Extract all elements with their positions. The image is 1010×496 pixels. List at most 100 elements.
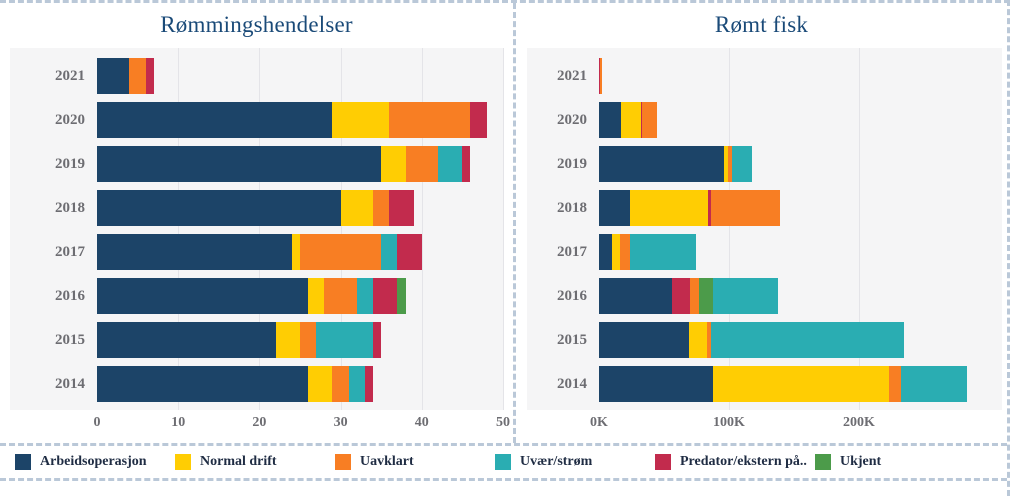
- bar-segment-normal_drift[interactable]: [723, 146, 728, 182]
- bar-segment-arbeidsoperasjon[interactable]: [599, 190, 631, 226]
- bar-segment-normal_drift[interactable]: [291, 234, 300, 270]
- bar-segment-uvaer_strom[interactable]: [710, 322, 905, 358]
- bar-segment-arbeidsoperasjon[interactable]: [599, 234, 612, 270]
- bar-segment-normal_drift[interactable]: [621, 102, 641, 138]
- legend-item-predator[interactable]: Predator/ekstern på..: [655, 454, 815, 470]
- bar-track: [599, 58, 1002, 94]
- bar-segment-uavklart[interactable]: [641, 102, 658, 138]
- legend-item-normal_drift[interactable]: Normal drift: [175, 454, 335, 470]
- bar-segment-uavklart[interactable]: [706, 322, 711, 358]
- bar-segment-predator[interactable]: [373, 278, 398, 314]
- bar-segment-normal_drift[interactable]: [275, 322, 300, 358]
- bar-segment-arbeidsoperasjon[interactable]: [97, 322, 276, 358]
- bar-segment-uvaer_strom[interactable]: [900, 366, 967, 402]
- bar-segment-uavklart[interactable]: [727, 146, 732, 182]
- bar-segment-arbeidsoperasjon[interactable]: [599, 278, 672, 314]
- bar-segment-arbeidsoperasjon[interactable]: [97, 146, 382, 182]
- bar-segment-uavklart[interactable]: [373, 190, 390, 226]
- bar-segment-predator[interactable]: [671, 278, 690, 314]
- bar-segment-uavklart[interactable]: [888, 366, 901, 402]
- year-label: 2014: [55, 375, 85, 392]
- bar-segment-uavklart[interactable]: [129, 58, 146, 94]
- year-label: 2016: [55, 287, 85, 304]
- legend-swatch-predator: [655, 454, 671, 470]
- bar-segment-uavklart[interactable]: [332, 366, 349, 402]
- bar-segment-predator[interactable]: [373, 322, 382, 358]
- bar-segment-predator[interactable]: [470, 102, 487, 138]
- year-label: 2017: [557, 243, 587, 260]
- bar-segment-predator[interactable]: [364, 366, 374, 402]
- bar-segment-normal_drift[interactable]: [308, 278, 325, 314]
- bar-segment-uavklart[interactable]: [689, 278, 700, 314]
- bar-segment-uvaer_strom[interactable]: [356, 278, 374, 314]
- bar-segment-uvaer_strom[interactable]: [316, 322, 374, 358]
- bar-segment-uavklart[interactable]: [324, 278, 357, 314]
- bar-segment-uvaer_strom[interactable]: [731, 146, 753, 182]
- bar-segment-normal_drift[interactable]: [381, 146, 406, 182]
- bar-segment-uvaer_strom[interactable]: [348, 366, 365, 402]
- year-label: 2018: [55, 199, 85, 216]
- bar-segment-arbeidsoperasjon[interactable]: [97, 58, 130, 94]
- bar-segment-uvaer_strom[interactable]: [381, 234, 398, 270]
- bar-segment-uvaer_strom[interactable]: [438, 146, 463, 182]
- gridline: [859, 48, 860, 410]
- bar-row-2016: 2016: [527, 274, 1002, 318]
- year-label: 2014: [557, 375, 587, 392]
- bar-segment-arbeidsoperasjon[interactable]: [599, 102, 622, 138]
- bar-segment-normal_drift[interactable]: [612, 234, 620, 270]
- x-tick-label: 10: [171, 415, 186, 430]
- bar-segment-arbeidsoperasjon[interactable]: [97, 278, 309, 314]
- bar-segment-normal_drift[interactable]: [630, 190, 709, 226]
- bar-segment-ukjent[interactable]: [699, 278, 714, 314]
- gridline: [421, 48, 423, 410]
- bar-segment-arbeidsoperasjon[interactable]: [97, 366, 309, 402]
- bar-segment-normal_drift[interactable]: [340, 190, 374, 226]
- chart-title-romt-fisk: Rømt fisk: [714, 12, 809, 37]
- bar-segment-predator[interactable]: [145, 58, 154, 94]
- legend-item-uvaer_strom[interactable]: Uvær/strøm: [495, 454, 655, 470]
- bar-segment-uvaer_strom[interactable]: [713, 278, 779, 314]
- legend-swatch-arbeidsoperasjon: [15, 454, 31, 470]
- bar-segment-uavklart[interactable]: [405, 146, 439, 182]
- bar-segment-normal_drift[interactable]: [308, 366, 333, 402]
- bar-segment-uvaer_strom[interactable]: [630, 234, 697, 270]
- bar-segment-uavklart[interactable]: [710, 190, 780, 226]
- year-label: 2018: [557, 199, 587, 216]
- bar-segment-predator[interactable]: [599, 58, 601, 94]
- bar-segment-uavklart[interactable]: [299, 322, 317, 358]
- bar-segment-uavklart[interactable]: [600, 58, 602, 94]
- bar-row-2017: 2017: [10, 230, 503, 274]
- bar-track: [97, 322, 503, 358]
- bar-segment-predator[interactable]: [708, 190, 711, 226]
- legend-item-ukjent[interactable]: Ukjent: [815, 454, 975, 470]
- bar-segment-predator[interactable]: [389, 190, 414, 226]
- year-label: 2020: [55, 111, 85, 128]
- bar-segment-normal_drift[interactable]: [688, 322, 707, 358]
- bar-segment-predator[interactable]: [640, 102, 642, 138]
- bar-segment-uavklart[interactable]: [299, 234, 382, 270]
- plot-area-rommingshendelser: 2021 2020 2019 2018 2017 2016 2015 2014: [10, 48, 504, 410]
- bar-segment-ukjent[interactable]: [397, 278, 406, 314]
- bar-segment-uavklart[interactable]: [619, 234, 631, 270]
- bar-segment-normal_drift[interactable]: [713, 366, 889, 402]
- x-tick-label: 200K: [843, 415, 875, 430]
- charts-row: Rømmingshendelser 2021 2020 2019 2018 2017 20…: [0, 3, 1007, 443]
- legend-swatch-uvaer_strom: [495, 454, 511, 470]
- bar-segment-arbeidsoperasjon[interactable]: [599, 366, 714, 402]
- bar-segment-arbeidsoperasjon[interactable]: [97, 234, 292, 270]
- bar-segment-arbeidsoperasjon[interactable]: [599, 322, 689, 358]
- bar-track: [599, 234, 1002, 270]
- bar-segment-predator[interactable]: [397, 234, 422, 270]
- bar-row-2018: 2018: [527, 186, 1002, 230]
- legend-label: Uvær/strøm: [520, 454, 593, 469]
- bar-segment-predator[interactable]: [462, 146, 471, 182]
- bar-segment-arbeidsoperasjon[interactable]: [97, 190, 341, 226]
- legend-item-arbeidsoperasjon[interactable]: Arbeidsoperasjon: [15, 454, 175, 470]
- gridline: [259, 48, 261, 410]
- bar-segment-arbeidsoperasjon[interactable]: [97, 102, 333, 138]
- legend-item-uavklart[interactable]: Uavklart: [335, 454, 495, 470]
- bar-segment-normal_drift[interactable]: [332, 102, 390, 138]
- bar-track: [97, 278, 503, 314]
- bar-segment-uavklart[interactable]: [389, 102, 471, 138]
- bar-segment-arbeidsoperasjon[interactable]: [599, 146, 724, 182]
